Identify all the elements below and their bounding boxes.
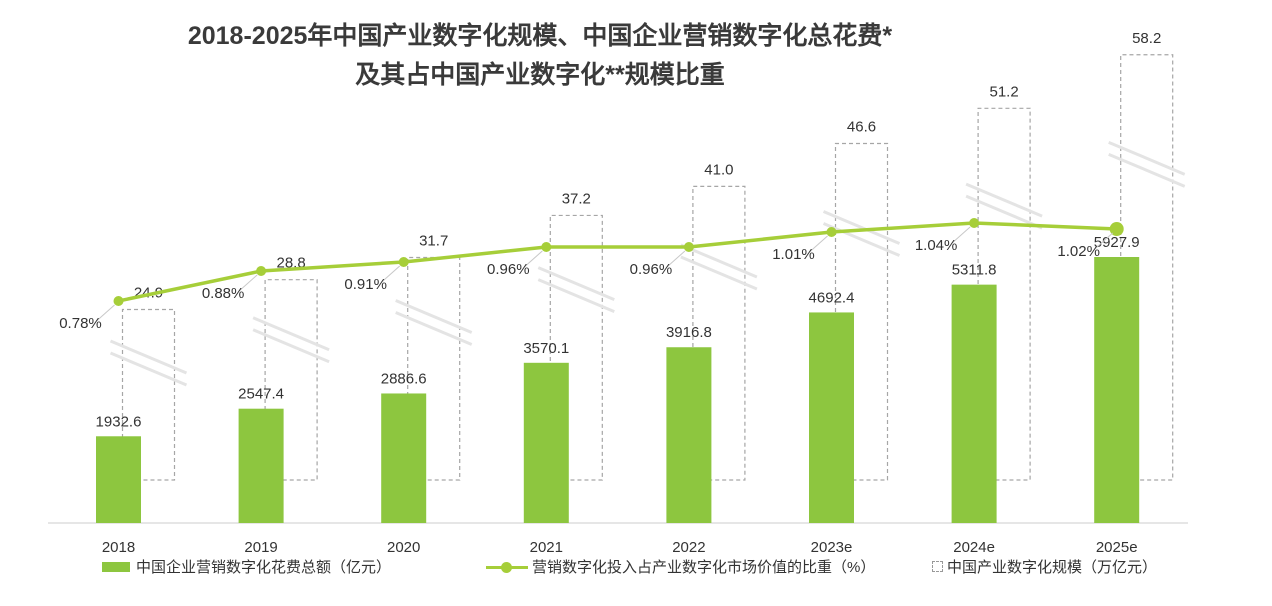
share-point xyxy=(113,296,124,306)
share-leader-line xyxy=(381,265,401,283)
share-leader-line xyxy=(951,226,971,244)
share-leader-line xyxy=(96,304,115,322)
spend-value-label: 1932.6 xyxy=(96,413,142,430)
scale-dashed-bar xyxy=(121,308,176,481)
x-tick-label: 2024e xyxy=(953,539,995,556)
scale-dashed-bar xyxy=(1120,54,1174,481)
legend-item-line: 营销数字化投入占产业数字化市场价值的比重（%） xyxy=(486,556,875,577)
axis-break-mark xyxy=(680,255,758,291)
scale-value-label: 51.2 xyxy=(989,83,1018,100)
spend-bar xyxy=(96,436,141,523)
share-leader-line xyxy=(238,274,258,292)
spend-bar xyxy=(809,312,854,523)
spend-bar xyxy=(1094,257,1140,523)
axis-break-mark xyxy=(1108,152,1186,188)
axis-break-mark xyxy=(109,351,188,387)
spend-bar xyxy=(381,393,427,523)
share-value-label: 1.01% xyxy=(772,246,815,263)
share-value-label: 0.88% xyxy=(202,285,245,302)
spend-bar xyxy=(523,362,569,523)
share-point xyxy=(1109,222,1124,236)
spend-value-label: 5311.8 xyxy=(952,262,997,279)
spend-value-label: 2547.4 xyxy=(238,386,284,403)
axis-break-mark xyxy=(822,210,901,245)
scale-value-label: 58.2 xyxy=(1132,30,1161,47)
scale-dashed-bar xyxy=(264,279,318,481)
axis-break-mark xyxy=(965,194,1043,230)
x-tick-label: 2020 xyxy=(387,539,420,556)
axis-break-mark xyxy=(537,266,615,302)
spend-value-label: 3570.1 xyxy=(523,340,569,357)
scale-value-label: 46.6 xyxy=(847,119,876,136)
scale-dashed-bar xyxy=(692,185,746,481)
x-tick-label: 2018 xyxy=(102,539,135,556)
x-tick-label: 2022 xyxy=(672,539,705,556)
spend-value-label: 5927.9 xyxy=(1094,234,1140,251)
x-tick-label: 2023e xyxy=(811,539,853,556)
share-point xyxy=(541,242,552,252)
scale-value-label: 31.7 xyxy=(419,232,448,249)
share-value-label: 0.78% xyxy=(59,315,102,332)
share-value-label: 1.04% xyxy=(915,237,958,254)
share-point xyxy=(398,257,409,267)
spend-bar xyxy=(666,347,712,523)
scale-value-label: 41.0 xyxy=(704,161,733,178)
legend-item-bar: 中国企业营销数字化花费总额（亿元） xyxy=(102,556,391,577)
legend-bar-label: 中国企业营销数字化花费总额（亿元） xyxy=(136,559,392,576)
spend-value-label: 2886.6 xyxy=(381,370,427,387)
spend-bar xyxy=(951,284,997,523)
scale-dashed-bar xyxy=(549,214,603,481)
share-leader-line xyxy=(666,250,686,268)
legend-dashed-label: 中国产业数字化规模（万亿元） xyxy=(947,559,1158,576)
legend-line-label: 营销数字化投入占产业数字化市场价值的比重（%） xyxy=(532,559,876,576)
chart-title-line-1: 2018-2025年中国产业数字化规模、中国企业营销数字化总花费* xyxy=(187,22,893,50)
axis-break-mark xyxy=(1108,140,1186,176)
axis-break-mark xyxy=(680,243,758,279)
axis-break-mark xyxy=(395,299,473,334)
axis-break-mark xyxy=(252,316,330,352)
scale-dashed-bar xyxy=(977,107,1031,481)
share-leader-line xyxy=(1094,232,1114,250)
share-point xyxy=(683,242,694,252)
axis-break-mark xyxy=(109,339,188,375)
spend-bar xyxy=(238,408,284,523)
axis-break-mark xyxy=(822,222,901,257)
x-tick-label: 2019 xyxy=(244,539,277,556)
share-value-label: 1.02% xyxy=(1057,243,1100,260)
axis-break-mark xyxy=(537,278,615,314)
chart-title-line-2: 及其占中国产业数字化**规模比重 xyxy=(355,61,725,89)
share-leader-line xyxy=(809,235,828,253)
scale-dashed-bar xyxy=(834,142,889,481)
axis-break-mark xyxy=(965,182,1043,218)
legend-dashed-swatch xyxy=(932,561,943,572)
scale-value-label: 37.2 xyxy=(562,190,591,207)
axis-break-mark xyxy=(252,328,330,364)
share-point xyxy=(826,227,837,237)
legend-line-swatch xyxy=(486,561,528,573)
share-leader-line xyxy=(523,250,543,268)
share-value-label: 0.96% xyxy=(630,261,673,278)
legend-item-dashed: 中国产业数字化规模（万亿元） xyxy=(932,556,1157,577)
share-value-label: 0.91% xyxy=(344,276,387,293)
spend-value-label: 4692.4 xyxy=(809,289,855,306)
share-value-label: 0.96% xyxy=(487,261,530,278)
share-point xyxy=(969,218,980,228)
spend-value-label: 3916.8 xyxy=(666,324,712,341)
share-point xyxy=(256,266,267,276)
legend-bar-swatch xyxy=(102,561,130,572)
x-tick-label: 2021 xyxy=(530,539,563,556)
share-line xyxy=(118,221,1117,303)
x-tick-label: 2025e xyxy=(1096,539,1138,556)
axis-break-mark xyxy=(395,311,473,346)
